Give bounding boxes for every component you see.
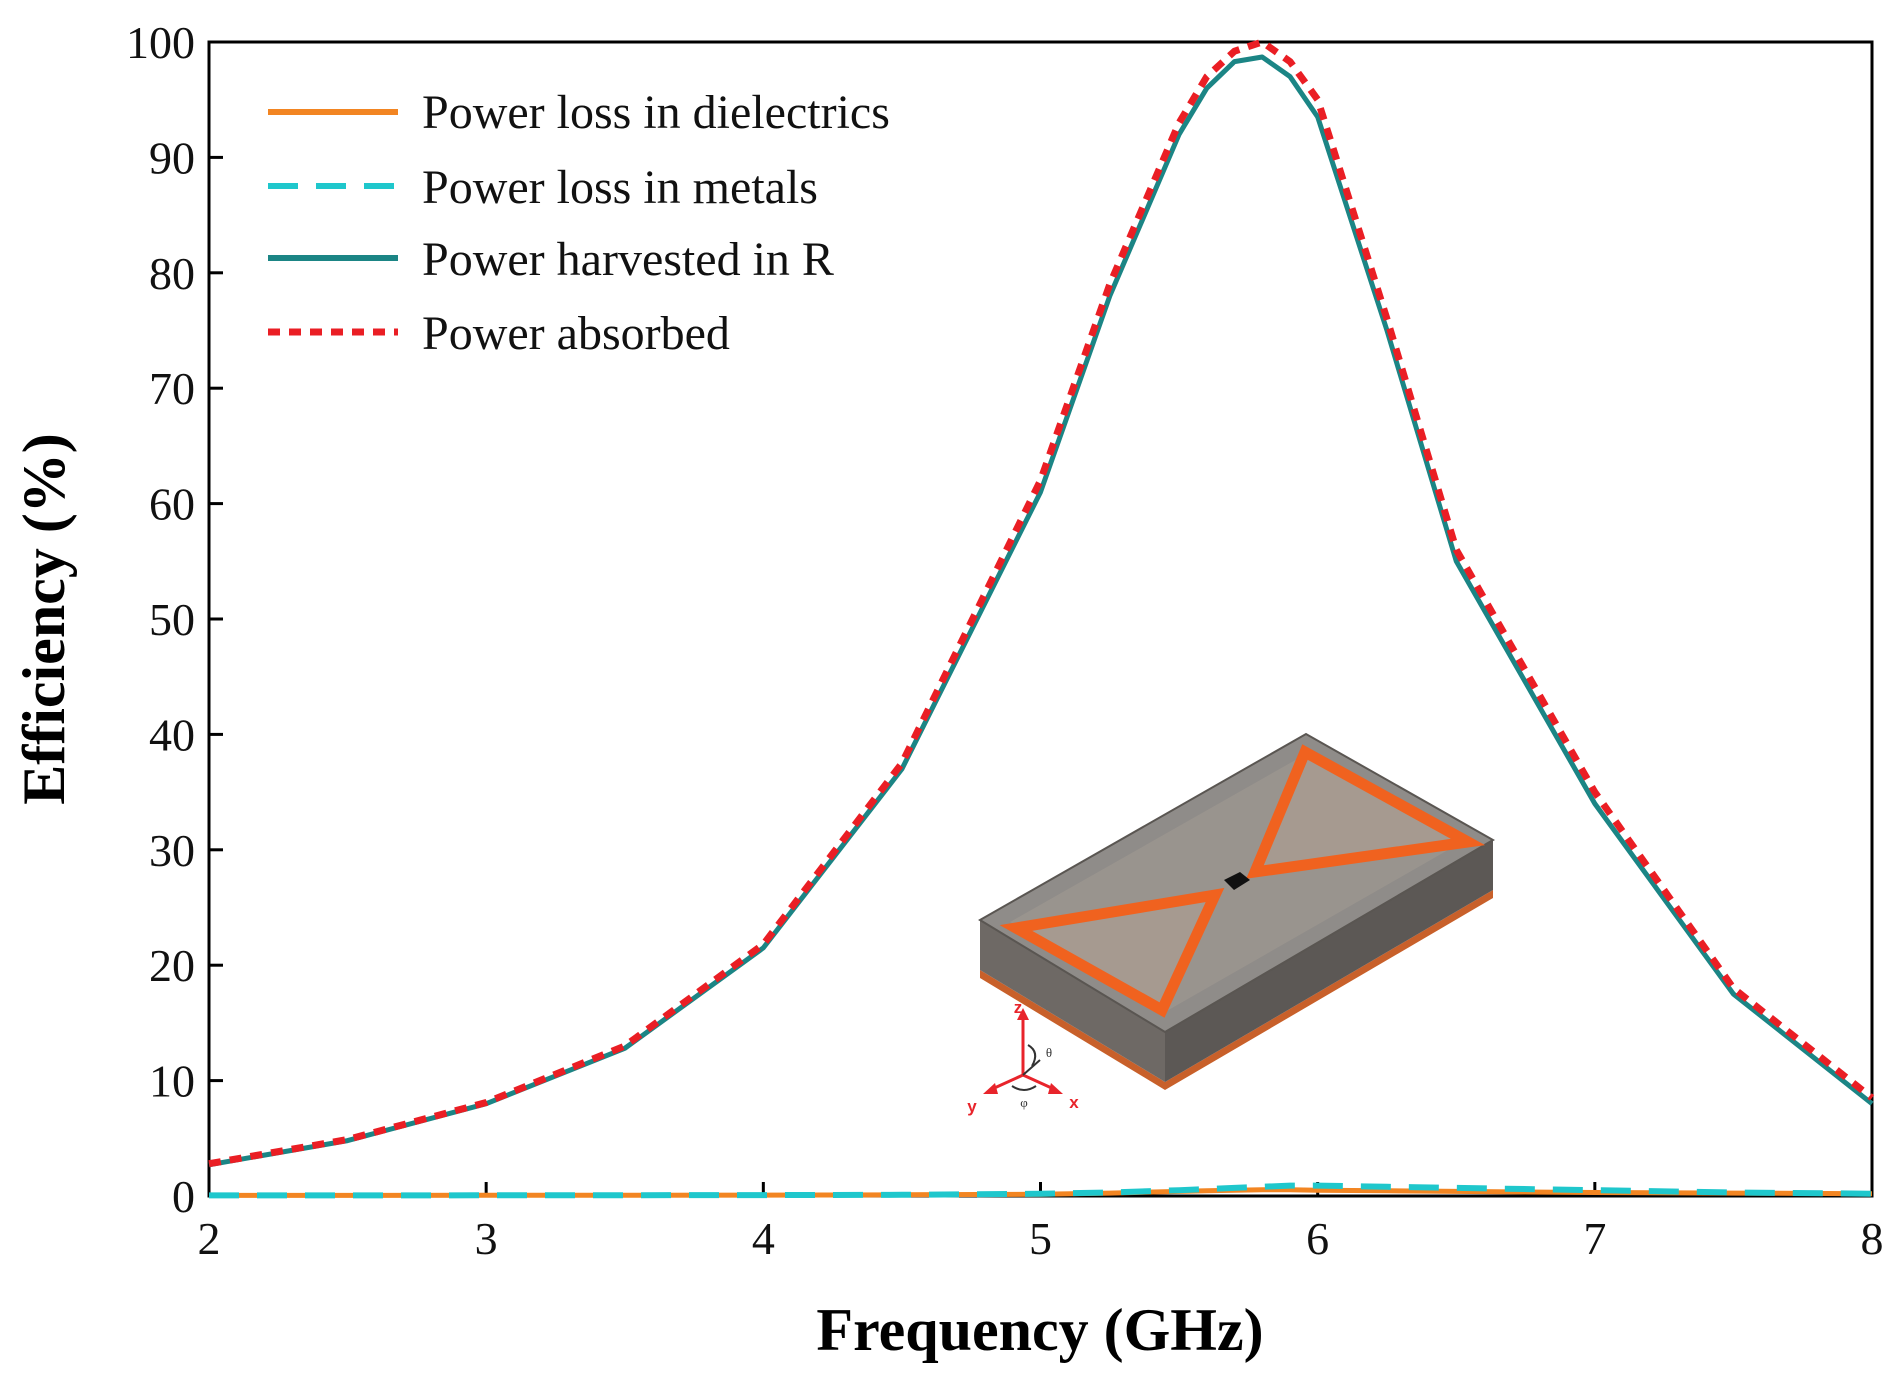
y-tick-label-60: 60 [149, 479, 195, 530]
legend-label-harvested: Power harvested in R [422, 233, 834, 286]
y-axis-title: Efficiency (%) [11, 433, 77, 805]
inset-y-label: y [967, 1097, 977, 1116]
x-tick-label-8: 8 [1861, 1213, 1884, 1264]
x-tick-label-3: 3 [475, 1213, 498, 1264]
y-tick-label-0: 0 [172, 1171, 195, 1222]
legend-label-metals: Power loss in metals [422, 161, 818, 214]
series-line-power-loss-in-dielectrics [209, 1187, 1873, 1198]
x-tick-label-4: 4 [752, 1213, 775, 1264]
legend-label-dielectrics: Power loss in dielectrics [422, 86, 890, 139]
y-tick-label-10: 10 [149, 1056, 195, 1107]
series-line-power-absorbed [208, 38, 1875, 1168]
y-tick-label-90: 90 [149, 132, 195, 183]
y-tick-label-40: 40 [149, 709, 195, 760]
y-tick-label-80: 80 [149, 248, 195, 299]
y-tick-label-70: 70 [149, 363, 195, 414]
inset-z-label: z [1014, 998, 1023, 1017]
y-tick-label-30: 30 [149, 825, 195, 876]
x-tick-label-5: 5 [1029, 1213, 1052, 1264]
plot-area [207, 40, 1874, 1198]
legend-label-absorbed: Power absorbed [422, 307, 730, 360]
x-axis-ticks: 2 3 4 5 6 7 8 [198, 1182, 1884, 1264]
inset-phi-label: φ [1020, 1095, 1028, 1110]
inset-theta-label: θ [1046, 1045, 1052, 1060]
series-layer [208, 38, 1875, 1199]
y-tick-label-100: 100 [126, 17, 195, 68]
x-tick-label-7: 7 [1583, 1213, 1606, 1264]
coordinate-axes-icon [983, 1008, 1063, 1094]
bowtie-rectenna-3d-icon: z y x θ φ [967, 732, 1496, 1116]
inset-x-label: x [1069, 1093, 1079, 1112]
y-axis-ticks: 0 10 20 30 40 50 60 70 80 90 100 [126, 17, 223, 1222]
x-tick-label-6: 6 [1306, 1213, 1329, 1264]
y-tick-label-20: 20 [149, 940, 195, 991]
x-axis-title: Frequency (GHz) [816, 1297, 1263, 1363]
y-tick-label-50: 50 [149, 594, 195, 645]
legend: Power loss in dielectrics Power loss in … [268, 86, 890, 360]
series-line-power-harvested-in-r [208, 54, 1874, 1168]
x-tick-label-2: 2 [198, 1213, 221, 1264]
